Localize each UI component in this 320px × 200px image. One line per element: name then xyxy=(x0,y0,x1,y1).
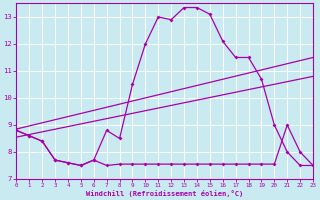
X-axis label: Windchill (Refroidissement éolien,°C): Windchill (Refroidissement éolien,°C) xyxy=(86,190,243,197)
